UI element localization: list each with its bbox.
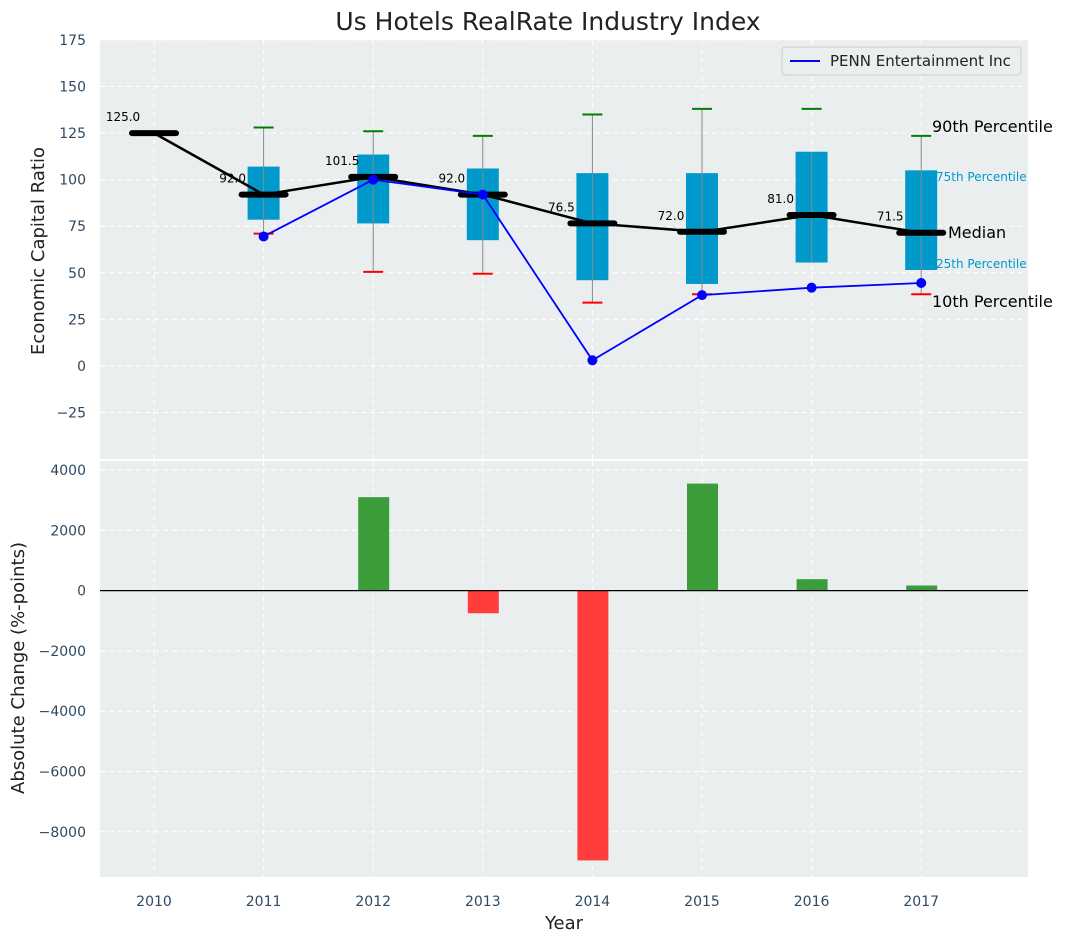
median-value-label: 125.0 xyxy=(106,110,140,124)
annotation-p90: 90th Percentile xyxy=(932,117,1053,136)
company-series-point xyxy=(697,290,707,301)
x-tick-label: 2017 xyxy=(903,894,939,910)
median-value-label: 71.5 xyxy=(877,210,904,224)
company-series-point xyxy=(368,174,379,185)
top-y-tick-label: 75 xyxy=(68,219,86,235)
bottom-y-tick-label: 4000 xyxy=(50,463,86,479)
top-y-tick-label: 25 xyxy=(68,312,86,328)
legend: PENN Entertainment Inc xyxy=(781,46,1022,76)
positive-change-bar xyxy=(687,483,718,591)
annotation-median: Median xyxy=(948,223,1006,242)
top-y-tick-label: 0 xyxy=(77,359,86,375)
x-tick-label: 2016 xyxy=(794,894,830,910)
company-series-point xyxy=(477,189,488,200)
top-y-axis-label: Economic Capital Ratio xyxy=(28,147,49,355)
median-value-label: 76.5 xyxy=(548,200,575,214)
positive-change-bar xyxy=(796,579,828,591)
top-y-tick-label: 150 xyxy=(59,80,86,96)
median-value-label: 72.0 xyxy=(658,209,685,223)
company-series-point xyxy=(916,278,927,289)
top-y-ticks: −25 0 25 50 75 100 125 150 175 xyxy=(56,33,86,421)
x-tick-label: 2010 xyxy=(136,894,172,910)
annotation-p10: 10th Percentile xyxy=(932,292,1053,311)
top-y-tick-label: −25 xyxy=(56,405,86,421)
top-y-tick-label: 175 xyxy=(59,33,86,49)
legend-label: PENN Entertainment Inc xyxy=(830,52,1011,70)
legend-box xyxy=(781,46,1022,76)
company-series-point xyxy=(258,231,269,242)
annotation-p75: 75th Percentile xyxy=(936,170,1027,184)
x-tick-label: 2014 xyxy=(575,894,611,910)
bottom-y-tick-label: −8000 xyxy=(39,825,86,841)
top-y-tick-label: 50 xyxy=(68,266,86,282)
chart-title: Us Hotels RealRate Industry Index xyxy=(335,7,760,36)
median-value-label: 92.0 xyxy=(219,172,246,186)
bottom-y-ticks: −8000 −6000 −4000 −2000 0 2000 4000 xyxy=(39,463,86,841)
percentile-annotations: 90th Percentile 75th Percentile Median 2… xyxy=(932,117,1053,311)
x-tick-label: 2011 xyxy=(246,894,282,910)
company-series-point xyxy=(587,355,598,366)
median-value-label: 92.0 xyxy=(438,172,465,186)
top-y-tick-label: 100 xyxy=(59,173,86,189)
annotation-p25: 25th Percentile xyxy=(936,257,1027,271)
negative-change-bar xyxy=(577,590,609,861)
top-plot-area xyxy=(100,40,1028,459)
top-plot: 125.0 92.0 101.5 92.0 76.5 72.0 81.0 71.5 xyxy=(106,107,947,366)
median-value-label: 101.5 xyxy=(325,154,359,168)
bottom-plot xyxy=(100,483,1028,861)
positive-change-bar xyxy=(358,497,390,591)
bottom-plot-area xyxy=(100,461,1028,877)
x-tick-label: 2013 xyxy=(465,894,501,910)
median-value-label: 81.0 xyxy=(767,192,794,206)
bottom-y-tick-label: −6000 xyxy=(39,764,86,780)
x-ticks: 2010 2011 2012 2013 2014 2015 2016 2017 xyxy=(136,894,939,910)
bottom-y-tick-label: 2000 xyxy=(50,523,86,539)
positive-change-bar xyxy=(906,585,938,591)
bottom-y-axis-label: Absolute Change (%-points) xyxy=(8,542,29,794)
negative-change-bar xyxy=(467,590,499,614)
bottom-y-tick-label: −2000 xyxy=(39,644,86,660)
bottom-y-tick-label: 0 xyxy=(77,584,86,600)
top-y-tick-label: 125 xyxy=(59,126,86,142)
x-tick-label: 2012 xyxy=(355,894,391,910)
company-series-point xyxy=(806,282,817,293)
x-axis-label: Year xyxy=(544,913,584,934)
bottom-y-tick-label: −4000 xyxy=(39,704,86,720)
x-tick-label: 2015 xyxy=(684,894,720,910)
